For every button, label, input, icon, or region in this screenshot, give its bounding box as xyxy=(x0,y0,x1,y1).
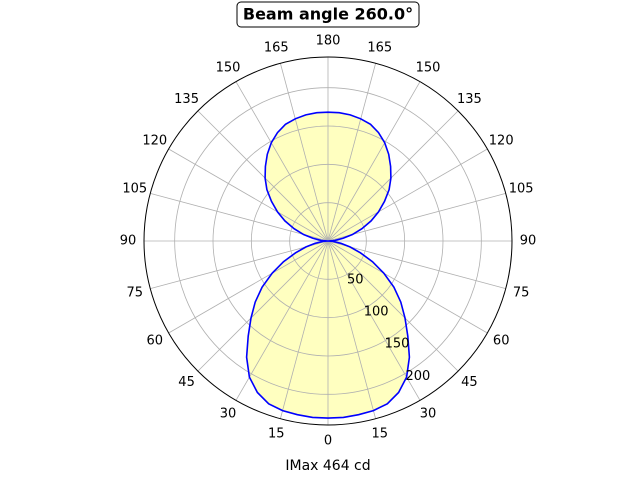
r-tick-label: 100 xyxy=(364,305,389,320)
theta-tick-label: 30 xyxy=(420,407,437,422)
outer-circle xyxy=(143,56,513,426)
r-tick-label: 50 xyxy=(347,272,364,287)
chart-title: Beam angle 260.0° xyxy=(243,5,413,24)
grid-spoke xyxy=(168,148,329,242)
theta-tick-label: 105 xyxy=(122,182,147,197)
grid-spoke xyxy=(197,110,329,242)
grid-spoke xyxy=(327,148,488,242)
theta-tick-label: 45 xyxy=(461,375,478,390)
theta-tick-label: 75 xyxy=(127,285,144,300)
grid-spoke xyxy=(279,240,329,419)
theta-tick-label: 15 xyxy=(268,427,285,442)
theta-tick-label: 135 xyxy=(174,92,199,107)
theta-tick-label: 120 xyxy=(142,134,167,149)
theta-tick-label: 15 xyxy=(371,427,388,442)
x-axis-label: IMax 464 cd xyxy=(285,458,370,474)
theta-tick-label: 180 xyxy=(316,34,341,49)
theta-tick-label: 60 xyxy=(147,334,164,349)
grid-spoke xyxy=(327,240,377,419)
grid-spoke xyxy=(235,240,329,401)
grid-spoke xyxy=(327,81,421,242)
grid-spoke xyxy=(327,240,421,401)
theta-tick-label: 90 xyxy=(520,234,537,249)
grid-spoke xyxy=(327,110,459,242)
line xyxy=(245,111,411,419)
grid-spoke xyxy=(327,240,459,372)
title-box xyxy=(236,1,420,28)
theta-tick-label: 165 xyxy=(367,40,392,55)
theta-tick-label: 165 xyxy=(264,40,289,55)
theta-tick-label: 120 xyxy=(489,134,514,149)
theta-tick-label: 0 xyxy=(324,434,332,449)
theta-tick-label: 45 xyxy=(178,375,195,390)
grid-spoke xyxy=(327,63,377,242)
theta-tick-label: 150 xyxy=(216,60,241,75)
theta-tick-label: 75 xyxy=(513,285,530,300)
theta-tick-label: 135 xyxy=(457,92,482,107)
grid-spoke xyxy=(327,240,488,334)
theta-tick-label: 105 xyxy=(509,182,534,197)
theta-tick-label: 30 xyxy=(220,407,237,422)
grid-spoke xyxy=(168,240,329,334)
theta-tick-label: 60 xyxy=(493,334,510,349)
r-tick-label: 150 xyxy=(385,337,410,352)
grid-spoke xyxy=(150,192,329,242)
grid-spoke xyxy=(327,240,506,290)
theta-tick-label: 90 xyxy=(120,234,137,249)
grid-spoke xyxy=(197,240,329,372)
grid-spoke xyxy=(235,81,329,242)
grid-spoke xyxy=(279,63,329,242)
theta-tick-label: 150 xyxy=(416,60,441,75)
grid-spoke xyxy=(150,240,329,290)
grid-spoke xyxy=(327,192,506,242)
r-tick-label: 200 xyxy=(405,369,430,384)
